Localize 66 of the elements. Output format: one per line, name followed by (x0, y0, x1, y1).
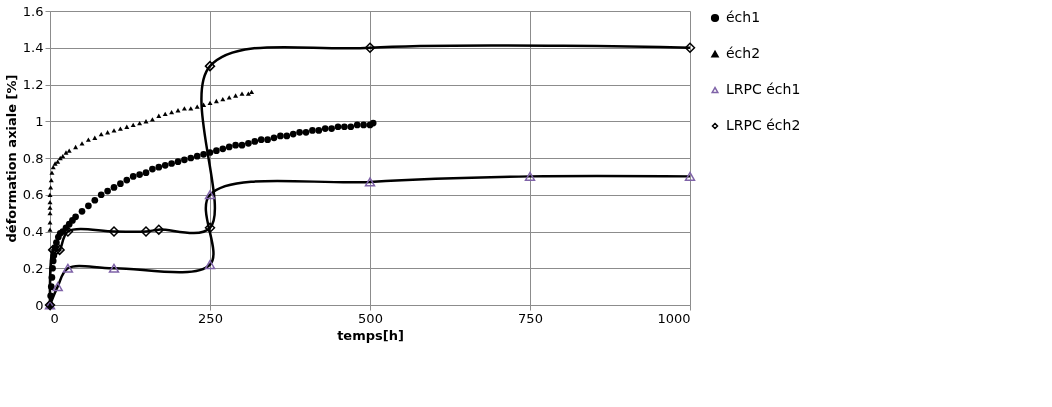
y-tick-label: 1.6 (22, 3, 44, 19)
point (204, 60, 216, 72)
point (684, 171, 696, 181)
point (169, 109, 175, 115)
point (62, 263, 74, 273)
point (49, 170, 55, 175)
point (98, 131, 104, 137)
point (364, 177, 376, 187)
point (60, 154, 66, 159)
legend-label: éch1 (726, 9, 761, 25)
point (524, 171, 536, 181)
y-tick-label: 0 (35, 297, 44, 313)
point (194, 104, 200, 109)
point (245, 91, 251, 96)
point (249, 89, 255, 95)
point (124, 124, 130, 129)
point (108, 263, 120, 273)
x-tick-label: 250 (198, 310, 223, 326)
point (130, 122, 136, 128)
point (63, 150, 69, 155)
point (66, 148, 72, 153)
point (226, 95, 232, 100)
x-tick-label: 500 (358, 310, 383, 326)
x-tick-label: 1000 (657, 310, 691, 326)
point (57, 155, 63, 161)
point (364, 42, 376, 53)
point (233, 93, 239, 98)
point (181, 106, 187, 111)
point (73, 144, 79, 150)
point (204, 259, 216, 270)
point (149, 117, 155, 122)
point (108, 226, 120, 237)
legend-label: LRPC éch2 (726, 117, 801, 133)
point (48, 185, 54, 190)
point (117, 126, 123, 131)
y-tick-label: 0.4 (22, 224, 44, 239)
point (52, 282, 63, 292)
y-axis-title: déformation axiale [%] (3, 74, 19, 243)
legend-label: éch2 (726, 45, 761, 61)
point (153, 224, 165, 235)
point (92, 135, 98, 140)
y-tick-label: 1.4 (22, 40, 44, 56)
point (213, 98, 219, 104)
point (47, 205, 53, 210)
point (239, 91, 245, 96)
point (684, 42, 696, 53)
point (207, 100, 213, 106)
point (188, 106, 194, 111)
x-tick-label: 0 (50, 310, 59, 326)
y-tick-label: 0.6 (22, 187, 44, 203)
y-tick-label: 0.8 (22, 150, 44, 166)
y-tick-label: 1 (35, 113, 44, 129)
point (55, 159, 61, 164)
point (201, 102, 207, 107)
x-tick-label: 750 (518, 310, 543, 326)
y-tick-label: 1.2 (22, 77, 44, 92)
point (111, 128, 117, 133)
y-tick-label: 0.2 (22, 260, 44, 276)
x-axis-title: temps[h] (337, 327, 404, 343)
point (48, 177, 54, 183)
point (140, 226, 152, 237)
point (85, 137, 91, 142)
point (156, 113, 162, 118)
point (162, 111, 168, 117)
legend-label: LRPC éch1 (726, 81, 801, 97)
point (204, 190, 216, 200)
